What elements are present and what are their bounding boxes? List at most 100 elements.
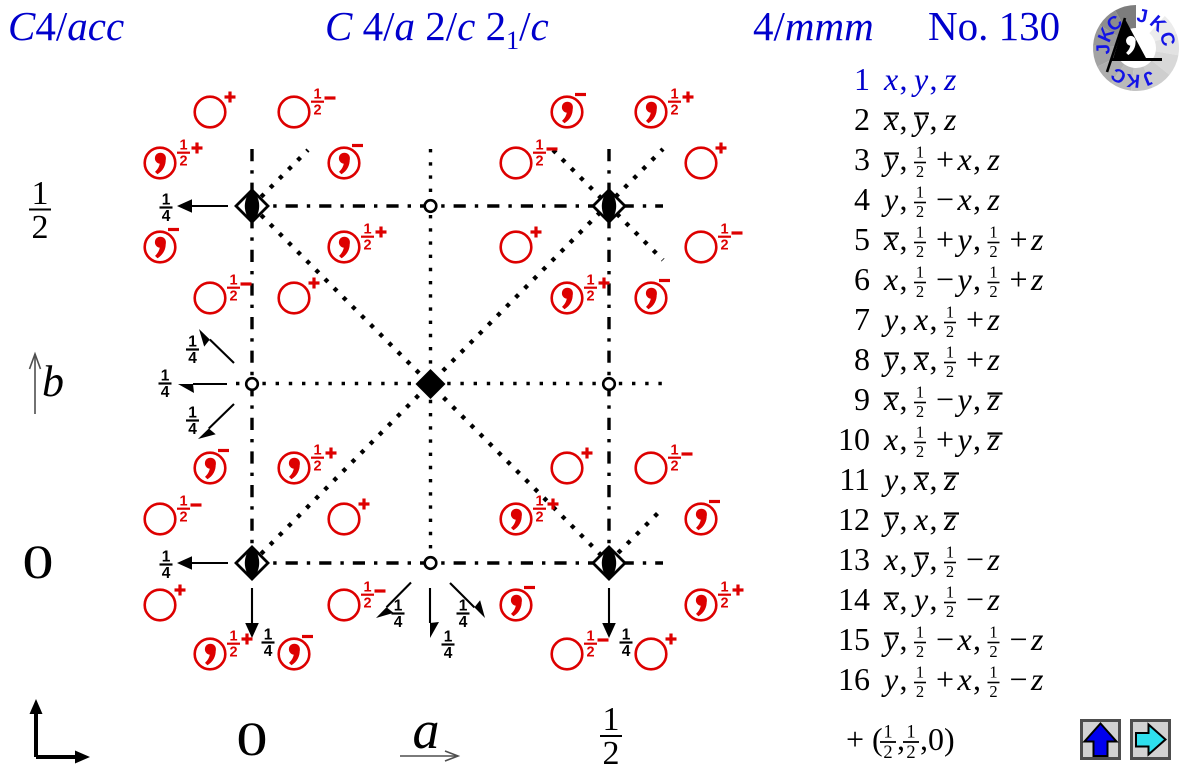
svg-text:,: , [900,141,908,177]
svg-text:4/mmm: 4/mmm [753,3,874,49]
svg-text:1: 1 [906,723,915,743]
svg-text:4: 4 [161,384,170,401]
svg-text:+: + [936,421,954,457]
svg-text:4: 4 [162,565,171,582]
svg-text:x: x [913,461,928,497]
svg-text:,: , [973,421,981,457]
svg-text:z: z [943,461,957,497]
svg-text:2: 2 [916,642,924,661]
svg-text:2: 2 [586,645,594,661]
svg-text:J: J [1093,43,1114,54]
svg-text:y: y [881,621,899,657]
svg-text:z: z [987,141,1001,177]
svg-text:4: 4 [188,350,197,367]
svg-text:−: − [966,541,984,577]
svg-text:y: y [881,661,899,697]
svg-text:2: 2 [916,442,924,461]
svg-text:1: 1 [363,580,371,596]
svg-text:1: 1 [535,494,543,510]
svg-text:1: 1 [161,368,170,385]
svg-text:x: x [883,221,898,257]
svg-text:4: 4 [188,421,197,438]
svg-text:y: y [911,101,929,137]
svg-text:2: 2 [363,596,371,612]
svg-text:1: 1 [670,87,678,103]
svg-text:2: 2 [535,154,543,170]
svg-text:1: 1 [363,222,371,238]
svg-text:,: , [930,461,938,497]
svg-text:z: z [987,341,1001,377]
svg-text:x: x [957,141,972,177]
svg-text:x: x [913,301,928,337]
svg-text:x: x [883,581,898,617]
svg-text:1: 1 [188,405,197,422]
svg-text:+: + [966,301,984,337]
svg-text:1: 1 [916,623,924,642]
svg-text:14: 14 [838,581,870,617]
svg-text:z: z [1030,261,1044,297]
svg-text:x: x [883,261,898,297]
svg-text:1: 1 [989,663,997,682]
svg-text:y: y [911,541,929,577]
svg-text:2: 2 [535,510,543,526]
svg-text:1: 1 [535,138,543,154]
svg-text:2: 2 [179,154,187,170]
svg-text:,: , [900,381,908,417]
svg-text:1: 1 [916,663,924,682]
svg-text:y: y [955,381,973,417]
svg-text:2: 2 [313,103,321,119]
svg-text:2: 2 [916,162,924,181]
svg-text:−: − [936,181,954,217]
svg-text:x: x [957,181,972,217]
svg-text:1: 1 [946,303,954,322]
svg-text:y: y [881,501,899,537]
svg-text:+: + [966,341,984,377]
svg-text:2: 2 [313,459,321,475]
svg-text:a: a [413,700,440,760]
svg-text:+ (: + ( [846,721,883,757]
svg-text:4: 4 [459,614,468,631]
svg-text:,: , [900,461,908,497]
svg-text:,: , [900,621,908,657]
svg-text:4: 4 [854,181,870,217]
svg-text:6: 6 [854,261,870,297]
svg-text:z: z [987,541,1001,577]
svg-text:1: 1 [394,598,403,615]
svg-text:2: 2 [883,743,892,763]
svg-text:7: 7 [854,301,870,337]
svg-text:−: − [1010,621,1028,657]
svg-text:,: , [930,501,938,537]
svg-text:,: , [930,301,938,337]
svg-text:z: z [987,381,1001,417]
svg-text:1: 1 [946,343,954,362]
svg-text:,: , [930,341,938,377]
svg-text:,: , [900,181,908,217]
svg-text:2: 2 [229,289,237,305]
svg-text:−: − [936,621,954,657]
svg-text:x: x [883,61,898,97]
svg-text:1: 1 [720,222,728,238]
svg-text:z: z [943,61,957,97]
svg-text:,: , [900,501,908,537]
svg-text:,: , [973,381,981,417]
svg-text:13: 13 [838,541,870,577]
svg-text:2: 2 [854,101,870,137]
svg-text:,0): ,0) [920,721,955,757]
svg-text:2: 2 [670,459,678,475]
svg-text:2: 2 [603,735,620,770]
svg-text:1: 1 [179,138,187,154]
svg-text:,: , [973,221,981,257]
svg-text:2: 2 [670,103,678,119]
svg-text:,: , [900,541,908,577]
svg-text:1: 1 [162,192,171,209]
svg-text:2: 2 [916,202,924,221]
svg-text:1: 1 [916,383,924,402]
svg-text:1: 1 [720,580,728,596]
svg-text:y: y [881,341,899,377]
svg-text:1: 1 [989,223,997,242]
svg-text:−: − [1010,661,1028,697]
svg-text:y: y [881,181,899,217]
svg-text:z: z [1030,621,1044,657]
svg-text:0: 0 [236,713,267,766]
svg-text:1: 1 [989,623,997,642]
